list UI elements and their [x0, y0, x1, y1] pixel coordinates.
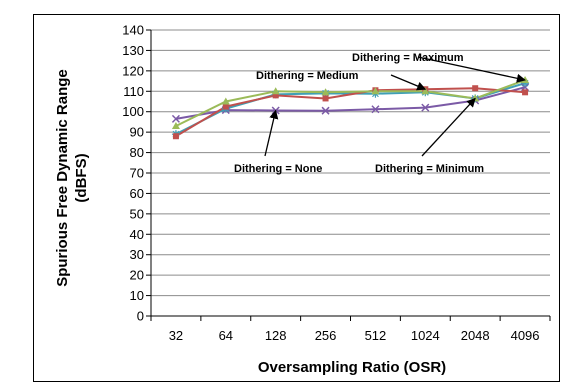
data-point-s2-p6: [472, 85, 479, 92]
y-tick-label: 130: [122, 43, 144, 58]
x-axis-title: Oversampling Ratio (OSR): [258, 359, 446, 376]
y-tick-label: 20: [130, 268, 144, 283]
y-tick-label: 110: [123, 84, 144, 99]
x-tick-label: 32: [169, 328, 183, 343]
y-tick-label: 120: [122, 63, 144, 78]
y-tick-label: 100: [122, 104, 144, 119]
annotation-label: Dithering = Medium: [256, 70, 359, 82]
data-point-s2-p3: [322, 95, 329, 102]
x-tick-label: 2048: [461, 328, 490, 343]
annotation-label: Dithering = Minimum: [375, 163, 484, 175]
x-tick-label: 512: [365, 328, 387, 343]
y-tick-label: 80: [130, 145, 144, 160]
y-tick-label: 40: [130, 227, 144, 242]
x-tick-label: 64: [219, 328, 233, 343]
annotation-arrow-2: [264, 109, 279, 157]
series-markers: [171, 76, 530, 140]
chart-frame: [33, 14, 560, 382]
series-line-2: [175, 87, 526, 138]
y-tick-label: 70: [130, 166, 144, 181]
y-tick-label: 30: [130, 247, 144, 262]
y-tick-label: 60: [130, 186, 144, 201]
y-tick-label: 90: [130, 125, 144, 140]
y-axis-title-line1: Spurious Free Dynamic Range: [54, 69, 71, 287]
x-tick-label: 256: [315, 328, 337, 343]
y-tick-label: 50: [130, 206, 144, 221]
data-point-s0-p4: [371, 105, 380, 114]
data-point-s3-p1: [221, 97, 230, 105]
annotations: Dithering = Maximum Dithering = Medium Dit…: [234, 52, 526, 175]
y-tick-label: 140: [122, 23, 144, 38]
annotation-arrow-0: [417, 56, 526, 83]
data-point-s3-p2: [271, 87, 280, 95]
data-point-s3-p5: [421, 87, 430, 95]
data-point-s0-p5: [421, 103, 430, 112]
x-tick-label: 4096: [511, 328, 540, 343]
data-point-s3-p0: [171, 122, 180, 130]
data-point-s3-p4: [371, 87, 380, 95]
data-point-s3-p3: [321, 88, 330, 96]
annotation-arrow-1: [390, 74, 427, 91]
series-line-3: [175, 79, 526, 127]
data-point-s2-p1: [222, 103, 229, 110]
data-point-s0-p0: [171, 114, 180, 123]
data-point-s2-p2: [272, 92, 279, 99]
annotation-label: Dithering = None: [234, 163, 322, 175]
annotation-arrow-3: [421, 97, 476, 157]
axes: 0 10 20 30 40 50 60 70 80 90 100 110 120 130 140 32 64 12…: [122, 23, 551, 343]
data-point-s0-p3: [321, 106, 330, 115]
x-tick-label: 1024: [411, 328, 440, 343]
y-tick-label: 0: [137, 309, 144, 324]
data-point-s2-p0: [172, 133, 179, 140]
y-axis-title-line2: (dBFS): [73, 153, 90, 202]
annotation-label: Dithering = Maximum: [352, 52, 464, 64]
y-tick-label: 10: [130, 288, 144, 303]
data-point-s2-p7: [522, 89, 529, 96]
axis-titles: Oversampling Ratio (OSR) Spurious Free D…: [54, 69, 446, 376]
data-point-s1-p7: [521, 79, 530, 88]
x-tick-label: 128: [265, 328, 287, 343]
